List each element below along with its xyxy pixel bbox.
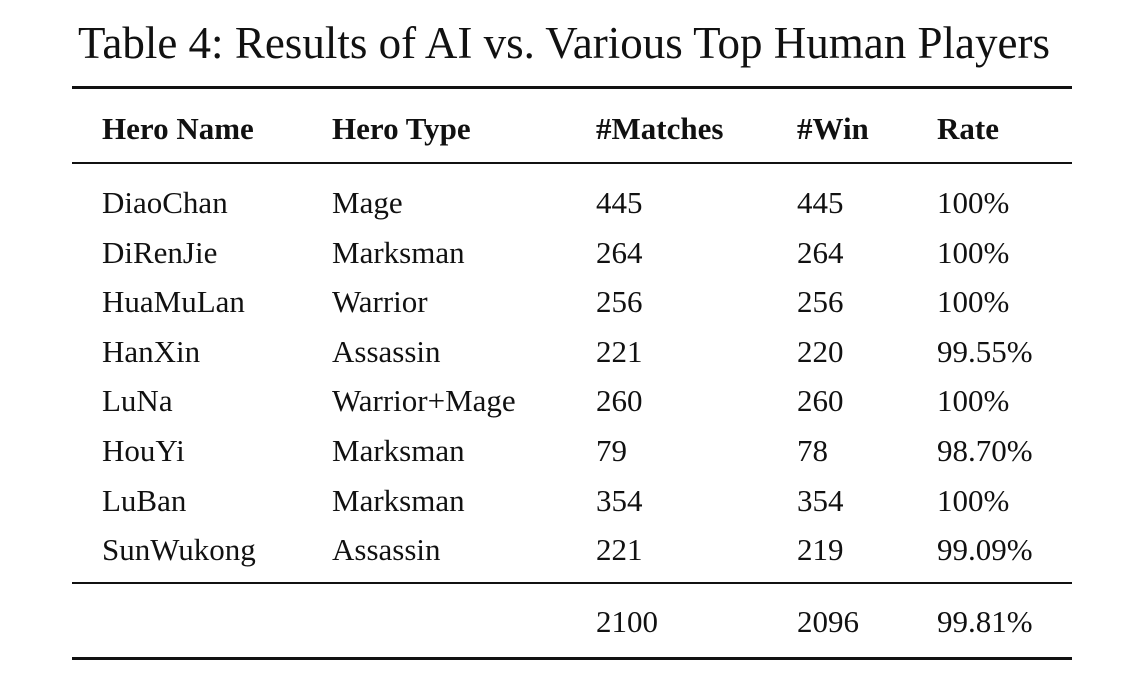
rate-cell: 100% (937, 483, 1010, 518)
rate-cell: 100% (937, 284, 1010, 319)
hero-name-cell: LuNa (102, 383, 173, 418)
win-cell: 354 (797, 483, 844, 518)
matches-cell: 445 (596, 185, 643, 220)
table-row: SunWukong Assassin 221 219 99.09% (0, 530, 1128, 570)
total-rate-cell: 99.81% (937, 604, 1033, 639)
matches-cell: 221 (596, 532, 643, 567)
header-hero-type: Hero Type (332, 111, 471, 146)
hero-type-cell: Marksman (332, 235, 465, 270)
win-cell: 78 (797, 433, 828, 468)
matches-cell: 256 (596, 284, 643, 319)
matches-cell: 79 (596, 433, 627, 468)
header-matches: #Matches (596, 111, 724, 146)
table-row: HanXin Assassin 221 220 99.55% (0, 332, 1128, 372)
table-top-rule (72, 86, 1072, 89)
hero-name-cell: LuBan (102, 483, 187, 518)
hero-type-cell: Marksman (332, 483, 465, 518)
table-total-row: 2100 2096 99.81% (0, 602, 1128, 642)
hero-name-cell: DiRenJie (102, 235, 218, 270)
hero-name-cell: DiaoChan (102, 185, 228, 220)
matches-cell: 354 (596, 483, 643, 518)
table-bottom-rule (72, 657, 1072, 660)
table-header-row: Hero Name Hero Type #Matches #Win Rate (0, 109, 1128, 149)
table-row: LuBan Marksman 354 354 100% (0, 481, 1128, 521)
rate-cell: 99.55% (937, 334, 1033, 369)
table-total-rule (72, 582, 1072, 584)
table-caption: Table 4: Results of AI vs. Various Top H… (78, 18, 1050, 68)
table-row: DiRenJie Marksman 264 264 100% (0, 233, 1128, 273)
win-cell: 256 (797, 284, 844, 319)
win-cell: 220 (797, 334, 844, 369)
header-hero-name: Hero Name (102, 111, 254, 146)
header-win: #Win (797, 111, 869, 146)
rate-cell: 98.70% (937, 433, 1033, 468)
hero-name-cell: SunWukong (102, 532, 256, 567)
hero-name-cell: HuaMuLan (102, 284, 245, 319)
rate-cell: 100% (937, 235, 1010, 270)
win-cell: 260 (797, 383, 844, 418)
win-cell: 445 (797, 185, 844, 220)
hero-name-cell: HanXin (102, 334, 201, 369)
table-row: DiaoChan Mage 445 445 100% (0, 183, 1128, 223)
table-row: HuaMuLan Warrior 256 256 100% (0, 282, 1128, 322)
total-win-cell: 2096 (797, 604, 859, 639)
table-row: HouYi Marksman 79 78 98.70% (0, 431, 1128, 471)
matches-cell: 260 (596, 383, 643, 418)
win-cell: 219 (797, 532, 844, 567)
hero-type-cell: Mage (332, 185, 403, 220)
hero-type-cell: Marksman (332, 433, 465, 468)
matches-cell: 221 (596, 334, 643, 369)
table-row: LuNa Warrior+Mage 260 260 100% (0, 381, 1128, 421)
hero-type-cell: Assassin (332, 334, 441, 369)
hero-name-cell: HouYi (102, 433, 185, 468)
matches-cell: 264 (596, 235, 643, 270)
table-header-rule (72, 162, 1072, 164)
win-cell: 264 (797, 235, 844, 270)
rate-cell: 100% (937, 185, 1010, 220)
rate-cell: 100% (937, 383, 1010, 418)
hero-type-cell: Warrior+Mage (332, 383, 516, 418)
total-matches-cell: 2100 (596, 604, 658, 639)
hero-type-cell: Assassin (332, 532, 441, 567)
hero-type-cell: Warrior (332, 284, 428, 319)
rate-cell: 99.09% (937, 532, 1033, 567)
header-rate: Rate (937, 111, 999, 146)
